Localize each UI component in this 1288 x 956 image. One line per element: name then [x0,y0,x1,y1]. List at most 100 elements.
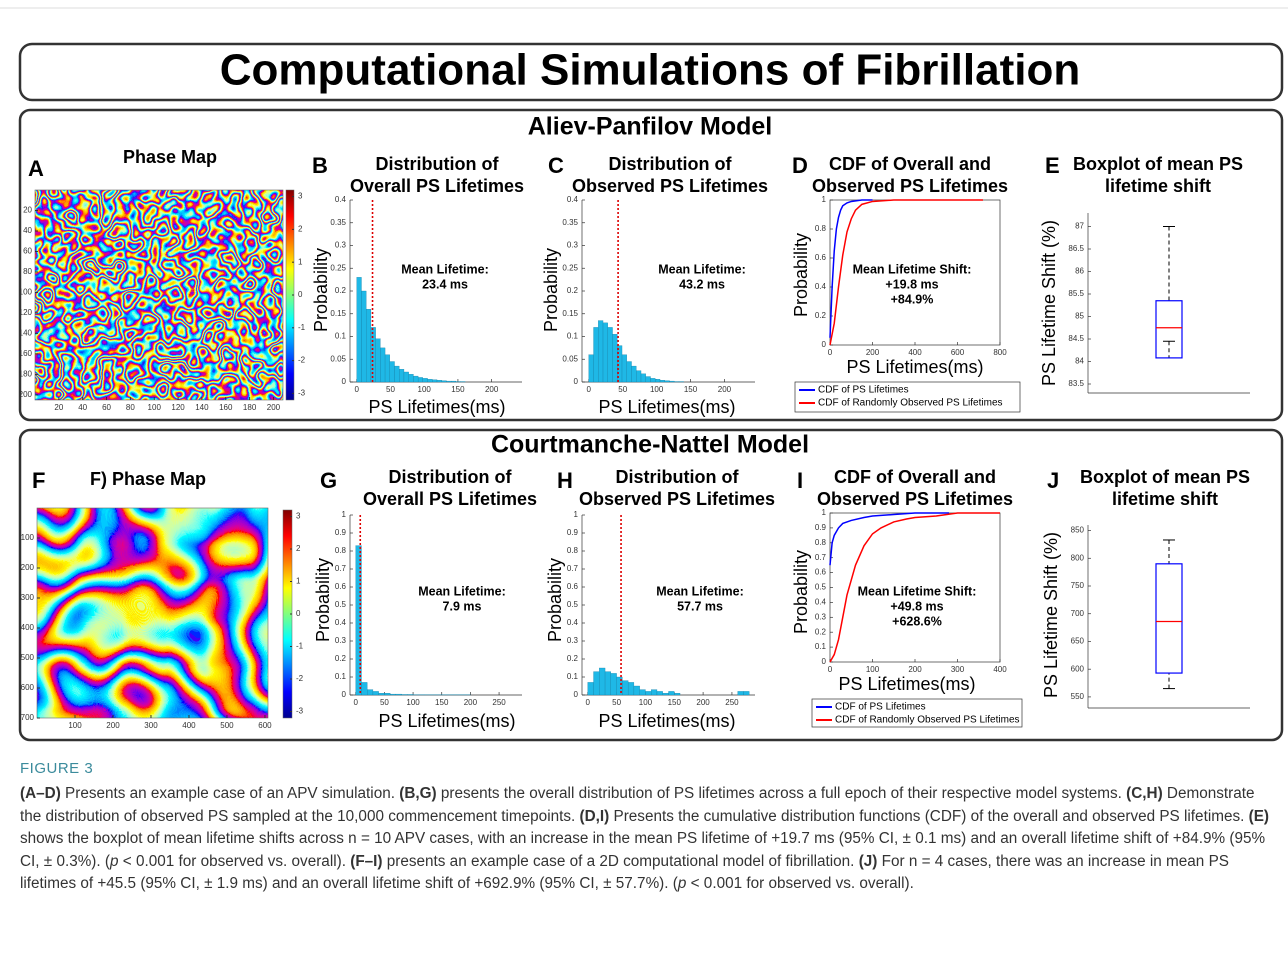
x-axis-label: PS Lifetimes(ms) [598,711,735,731]
colorbar-tick-label: 0 [296,609,301,618]
histogram-bar [737,691,744,696]
caption-segment: p [110,852,119,870]
panel-letter: J [1047,468,1059,493]
x-tick-label: 0 [354,698,359,707]
y-axis-label: Probability [311,248,331,332]
x-tick-label: 300 [951,665,965,674]
x-tick-label: 0 [587,385,592,394]
histogram-bar [361,290,367,383]
y-tick-label: 0.25 [330,263,346,272]
histogram-bar [407,694,414,696]
x-tick-label: 140 [195,403,209,412]
x-tick-label: 0 [828,348,833,357]
annotation: +628.6% [892,614,942,628]
histogram-bar [446,380,452,383]
y-tick-label: 80 [23,267,32,276]
histogram-bar [389,693,397,696]
caption-segment: (D,I) [579,807,610,825]
histogram-bar [451,380,457,383]
panel-title: lifetime shift [1105,176,1211,196]
panel-title: F) Phase Map [90,469,206,489]
histogram-bar [399,369,405,383]
y-tick-label: 200 [19,390,33,399]
caption-segment: presents an example case of a 2D computa… [382,852,859,870]
y-tick-label: 0.6 [335,582,347,591]
x-tick-label: 200 [718,385,732,394]
x-tick-label: 150 [668,698,682,707]
x-tick-label: 600 [951,348,965,357]
histogram-bar [427,379,433,383]
y-tick-label: 0.9 [567,528,579,537]
y-tick-label: 550 [1071,692,1085,701]
histogram-bar [674,693,681,696]
colorbar-tick-label: 3 [298,192,303,201]
histogram-bar [413,375,419,383]
histogram-bar [422,378,428,383]
y-tick-label: 1 [574,510,579,519]
y-tick-label: 800 [1071,553,1085,562]
y-tick-label: 85.5 [1068,289,1084,298]
caption-segment: (B,G) [399,785,437,802]
caption-segment: presents the overall distribution of PS … [436,785,1127,802]
histogram-bar [384,354,390,383]
panel-title: CDF of Overall and [834,467,996,487]
x-tick-label: 40 [78,403,87,412]
histogram-bar [655,379,661,383]
annotation: Mean Lifetime: [401,262,489,276]
y-tick-label: 0.2 [567,654,579,663]
caption-segment: Presents an example case of an APV simul… [60,785,400,802]
y-tick-label: 0.7 [815,553,827,562]
histogram-bar [441,380,447,383]
y-tick-label: 0.4 [335,618,347,627]
x-tick-label: 50 [612,698,621,707]
y-tick-label: 1 [822,508,827,517]
panel-letter: F [32,468,45,493]
caption: FIGURE 3 (A–D) Presents an example case … [20,760,1270,896]
y-tick-label: 0.5 [567,600,579,609]
phase-map-image [35,190,283,400]
histogram-bar [372,691,379,696]
x-tick-label: 200 [464,698,478,707]
legend-box [794,381,1021,413]
y-tick-label: 100 [19,288,33,297]
y-tick-label: 0 [342,377,347,386]
colorbar-tick-label: 3 [296,512,301,521]
colorbar-tick-label: -1 [298,323,306,332]
x-tick-label: 300 [144,721,158,730]
histogram-bar [656,691,663,696]
x-tick-label: 100 [406,698,420,707]
y-tick-label: 0 [574,690,579,699]
y-axis-label: PS Lifetime Shift (%) [1039,220,1059,386]
y-tick-label: 0.1 [335,672,347,681]
y-tick-label: 0.1 [567,672,579,681]
histogram-bar [593,671,600,696]
annotation: Mean Lifetime Shift: [858,584,977,598]
annotation: 43.2 ms [679,277,725,291]
x-tick-label: 80 [126,403,135,412]
histogram-bar [645,691,652,696]
annotation: Mean Lifetime: [658,262,746,276]
panel-title: Distribution of [389,467,513,487]
legend-label: CDF of PS Lifetimes [835,702,926,713]
histogram-bar [627,682,635,696]
x-tick-label: 150 [435,698,449,707]
title-box [18,42,1284,102]
y-tick-label: 180 [19,369,33,378]
annotation: +49.8 ms [890,599,943,613]
y-tick-label: 600 [1071,664,1085,673]
panel-letter: D [792,153,808,178]
panel-title: Overall PS Lifetimes [363,489,537,509]
plot-frame [36,507,269,719]
y-tick-label: 0.05 [330,354,346,363]
y-tick-label: 0 [574,377,579,386]
model-title: Courtmanche-Nattel Model [491,431,809,459]
y-tick-label: 60 [23,247,32,256]
y-tick-label: 120 [19,308,33,317]
histogram-bar [417,377,423,383]
caption-segment: < 0.001 for observed vs. overall). [118,852,351,870]
y-tick-label: 0.5 [335,600,347,609]
colorbar-tick-label: -3 [298,389,306,398]
y-tick-label: 86 [1075,267,1084,276]
histogram-bar [380,347,386,383]
